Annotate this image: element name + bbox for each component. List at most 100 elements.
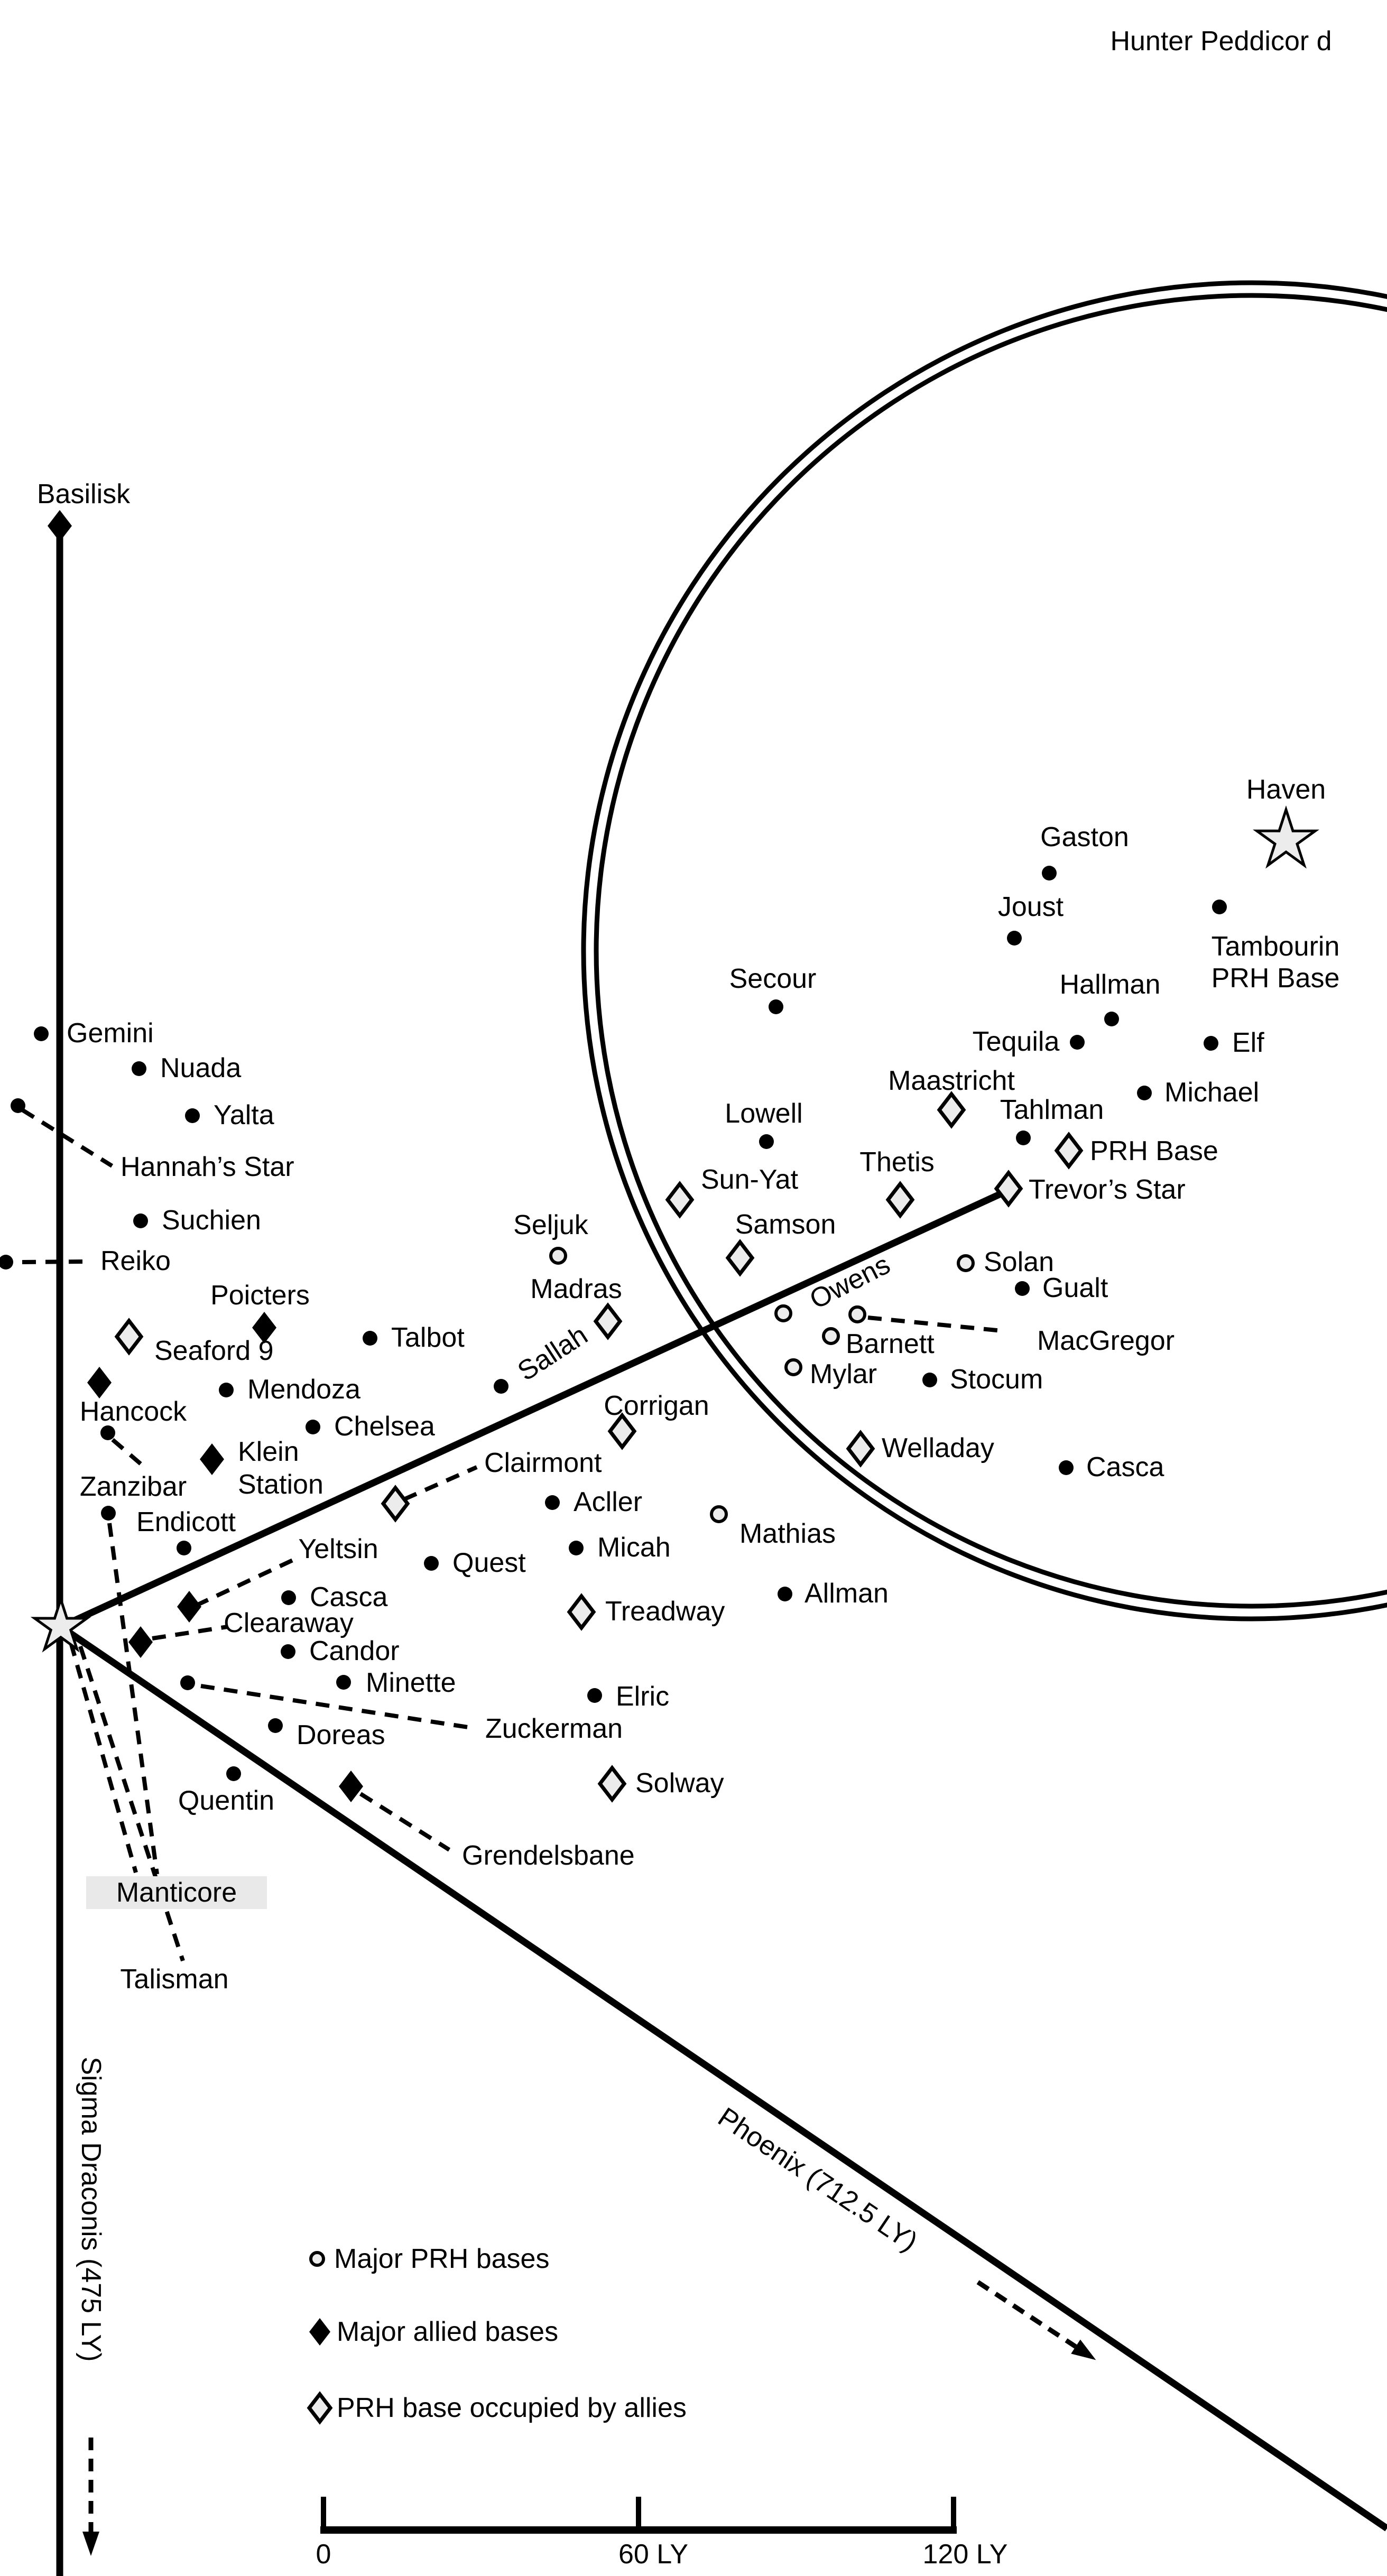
poicters-filled-diamond-icon	[252, 1312, 276, 1343]
talbot-dot-icon	[363, 1331, 377, 1346]
klein-station-filled-diamond-icon	[200, 1443, 224, 1475]
prh-forward-base-label: PRH Base	[1090, 1136, 1218, 1166]
acller-label: Acller	[574, 1487, 642, 1517]
reiko-dot-icon	[0, 1255, 13, 1270]
candor-dot-icon	[281, 1644, 295, 1659]
leader-clearaway	[152, 1625, 228, 1641]
maastricht-label: Maastricht	[888, 1065, 1015, 1096]
endicott-dot-icon	[177, 1541, 191, 1555]
suchien-label: Suchien	[162, 1205, 261, 1236]
manticore-label: Manticore	[116, 1877, 237, 1908]
zuckerman-label: Zuckerman	[485, 1713, 623, 1744]
macgregor-open-circle-icon	[848, 1305, 866, 1323]
trevors-star-open-diamond-icon	[994, 1170, 1023, 1208]
prh-forward-base-open-diamond-icon	[1054, 1132, 1084, 1170]
mendoza-dot-icon	[219, 1383, 234, 1397]
michael-label: Michael	[1164, 1077, 1259, 1108]
mylar-open-circle-icon	[784, 1358, 802, 1376]
klein-station-label: Klein Station	[238, 1437, 323, 1500]
grendelsbane-filled-diamond-icon	[339, 1771, 363, 1802]
leader-yeltsin	[195, 1557, 296, 1608]
leader-manticore	[107, 1523, 159, 1875]
zanzibar-dot-icon	[100, 1425, 115, 1440]
gemini-dot-icon	[34, 1026, 49, 1041]
prh-border-circle-outer	[581, 280, 1387, 1621]
manticore-dot-icon	[101, 1506, 116, 1521]
clairmont-open-diamond-icon	[381, 1485, 410, 1523]
yeltsin-filled-diamond-icon	[177, 1591, 201, 1623]
samson-label: Samson	[735, 1209, 836, 1240]
manticore-junction-star-icon	[30, 1595, 91, 1653]
corrigan-open-diamond-icon	[607, 1412, 637, 1450]
candor-label: Candor	[309, 1636, 400, 1666]
leader-grendelsbane	[359, 1792, 451, 1852]
tambourin-label: Tambourin PRH Base	[1212, 931, 1340, 994]
minette-label: Minette	[366, 1667, 456, 1698]
endicott-label: Endicott	[136, 1507, 236, 1537]
yalta-label: Yalta	[214, 1100, 274, 1131]
sigma-draconis-distance-label: Sigma Draconis (475 LY)	[76, 2056, 106, 2361]
trevors-star-label: Trevor’s Star	[1029, 1174, 1186, 1205]
solway-label: Solway	[635, 1768, 724, 1799]
clearaway-filled-diamond-icon	[128, 1626, 153, 1658]
doreas-label: Doreas	[297, 1720, 385, 1750]
michael-dot-icon	[1137, 1086, 1152, 1100]
chelsea-label: Chelsea	[334, 1411, 435, 1442]
scale-bar-tick-label-2: 120 LY	[923, 2539, 1008, 2570]
barnett-label: Barnett	[846, 1329, 935, 1359]
talbot-label: Talbot	[391, 1322, 465, 1353]
nuada-dot-icon	[132, 1061, 146, 1076]
thetis-open-diamond-icon	[885, 1181, 915, 1219]
legend-major-allied-bases-label: Major allied bases	[337, 2316, 558, 2347]
sigma-draconis-offmap-arrow-head	[82, 2532, 99, 2556]
hallman-label: Hallman	[1060, 969, 1161, 1000]
seljuk-label: Seljuk	[513, 1210, 589, 1240]
doreas-dot-icon	[268, 1718, 283, 1733]
nuada-label: Nuada	[160, 1053, 241, 1083]
barnett-open-circle-icon	[822, 1327, 840, 1345]
seaford-9-open-diamond-icon	[114, 1318, 144, 1356]
solan-label: Solan	[984, 1247, 1054, 1277]
clearaway-label: Clearaway	[224, 1608, 354, 1638]
elric-dot-icon	[587, 1688, 602, 1703]
talisman-label: Talisman	[120, 1964, 228, 1995]
sun-yat-label: Sun-Yat	[701, 1164, 799, 1195]
mathias-open-circle-icon	[710, 1505, 728, 1523]
poicters-label: Poicters	[210, 1280, 310, 1311]
hancock-filled-diamond-icon	[87, 1367, 112, 1398]
grendelsbane-label: Grendelsbane	[462, 1840, 635, 1871]
legend-prh-base-occupied-label: PRH base occupied by allies	[337, 2393, 687, 2423]
quentin-label: Quentin	[178, 1785, 274, 1816]
casca-alliance-label: Casca	[310, 1582, 387, 1613]
mendoza-label: Mendoza	[247, 1374, 360, 1405]
seaford-9-label: Seaford 9	[154, 1336, 274, 1366]
zuckerman-dot-icon	[180, 1675, 195, 1690]
hallman-dot-icon	[1104, 1012, 1119, 1026]
secour-dot-icon	[769, 999, 783, 1014]
corrigan-label: Corrigan	[604, 1391, 709, 1421]
elf-label: Elf	[1232, 1027, 1264, 1058]
manticore-highlight-box	[86, 1876, 267, 1909]
solan-open-circle-icon	[957, 1254, 975, 1272]
maastricht-open-diamond-icon	[937, 1091, 966, 1129]
phoenix-distance-label: Phoenix (712.5 LY)	[713, 2102, 923, 2258]
sun-yat-open-diamond-icon	[665, 1181, 695, 1219]
legend-major-allied-bases-icon	[309, 2318, 330, 2346]
casca-prh-dot-icon	[1059, 1460, 1074, 1475]
legend-prh-base-occupied-icon	[307, 2391, 333, 2425]
leader-junction-talisman	[78, 1645, 185, 1962]
quest-label: Quest	[452, 1548, 526, 1578]
treadway-label: Treadway	[605, 1596, 725, 1627]
joust-dot-icon	[1007, 931, 1022, 946]
owens-open-circle-icon	[774, 1304, 792, 1322]
haven-label: Haven	[1246, 774, 1326, 805]
gemini-label: Gemini	[67, 1018, 154, 1049]
basilisk-filled-diamond-icon	[48, 510, 72, 542]
junction-phoenix-line	[59, 1624, 1387, 2532]
minette-dot-icon	[336, 1675, 351, 1690]
stocum-dot-icon	[922, 1373, 937, 1387]
page-title: Hunter Peddicor d	[1110, 26, 1331, 57]
allman-label: Allman	[805, 1578, 889, 1609]
haven-open-star-icon	[1253, 805, 1319, 869]
leader-junction-manticore	[69, 1642, 138, 1874]
